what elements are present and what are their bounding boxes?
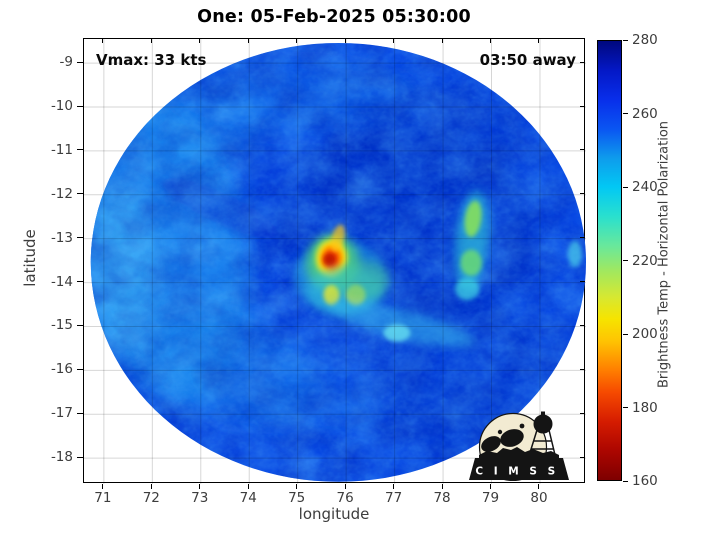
x-tick-mark xyxy=(150,484,152,489)
feature-south-arc-cyan xyxy=(328,301,475,348)
colorbar-tick-label: 220 xyxy=(632,252,658,269)
colorbar-tick-mark xyxy=(623,333,628,335)
y-tick-label: -15 xyxy=(50,317,73,334)
colorbar-tick-label: 260 xyxy=(632,105,658,122)
page-title: One: 05-Feb-2025 05:30:00 xyxy=(197,7,471,27)
x-tick-mark xyxy=(490,484,491,489)
x-axis-label: longitude xyxy=(298,505,370,523)
y-tick-label: -17 xyxy=(50,405,73,422)
x-tick-mark xyxy=(102,484,104,489)
feature-burst-inner-red xyxy=(323,253,335,266)
x-tick-label: 73 xyxy=(191,490,209,506)
y-axis-label: latitude xyxy=(21,229,39,287)
time-away-annotation: 03:50 away xyxy=(479,51,576,69)
colorbar-tick-mark xyxy=(623,407,628,408)
feature-east-rainband-green-south xyxy=(460,249,482,276)
y-tick-label: -18 xyxy=(50,449,73,466)
satellite-dishes-icon xyxy=(479,423,559,461)
logo-text: C I M S S xyxy=(475,466,558,478)
colorbar-tick-label: 160 xyxy=(632,473,658,489)
convective-features xyxy=(294,190,582,348)
feature-east-edge-spot xyxy=(568,240,582,268)
y-tick-label: -10 xyxy=(50,98,73,115)
x-tick-label: 77 xyxy=(385,490,403,506)
y-tick-label: -9 xyxy=(59,54,73,71)
colorbar-tick-label: 240 xyxy=(632,179,658,195)
x-tick-label: 72 xyxy=(142,490,160,506)
x-tick-label: 75 xyxy=(288,490,306,506)
colorbar-tick-mark xyxy=(623,39,628,41)
x-tick-mark xyxy=(344,484,346,489)
y-tick-label: -11 xyxy=(50,141,73,158)
feature-south-arc-bright xyxy=(383,324,411,342)
grid-lines xyxy=(84,39,586,484)
x-tick-mark xyxy=(199,484,201,489)
x-tick-mark xyxy=(247,484,249,489)
colorbar-tick-mark xyxy=(623,260,628,261)
feature-south-cell-west xyxy=(323,284,340,305)
x-tick-mark xyxy=(441,484,443,489)
colorbar-tick-mark xyxy=(623,186,628,188)
colorbar-tick-label: 200 xyxy=(632,326,658,342)
colorbar-tick-label: 280 xyxy=(632,32,658,48)
microwave-swath-image xyxy=(90,42,586,482)
x-tick-mark xyxy=(393,484,395,489)
colorbar-tick-mark xyxy=(623,113,628,114)
water-tower-icon xyxy=(527,411,557,460)
colorbar-tick-mark xyxy=(623,480,628,482)
feature-east-rainband-green-north xyxy=(464,200,482,238)
x-tick-label: 78 xyxy=(433,490,451,506)
vmax-annotation: Vmax: 33 kts xyxy=(96,51,207,69)
colorbar-tick-label: 180 xyxy=(632,399,658,416)
x-tick-mark xyxy=(538,484,540,489)
x-tick-label: 71 xyxy=(94,490,112,506)
plot-area: Vmax: 33 kts 03:50 away C I M S S xyxy=(83,38,586,484)
feature-burst-finger-north xyxy=(330,224,345,252)
x-tick-label: 74 xyxy=(239,490,257,506)
x-tick-mark xyxy=(296,484,298,489)
feature-east-rainband-cyan-tail xyxy=(455,278,480,301)
x-tick-label: 79 xyxy=(481,490,500,506)
cimss-logo: C I M S S xyxy=(469,411,569,481)
y-tick-label: -16 xyxy=(50,361,73,378)
feature-east-of-core-green xyxy=(336,260,390,301)
x-tick-label: 76 xyxy=(336,490,354,506)
colorbar-label: Brightness Temp - Horizontal Polarizatio… xyxy=(656,120,672,389)
colorbar xyxy=(597,40,622,481)
x-tick-label: 80 xyxy=(530,490,548,506)
logo-banner xyxy=(469,458,569,480)
